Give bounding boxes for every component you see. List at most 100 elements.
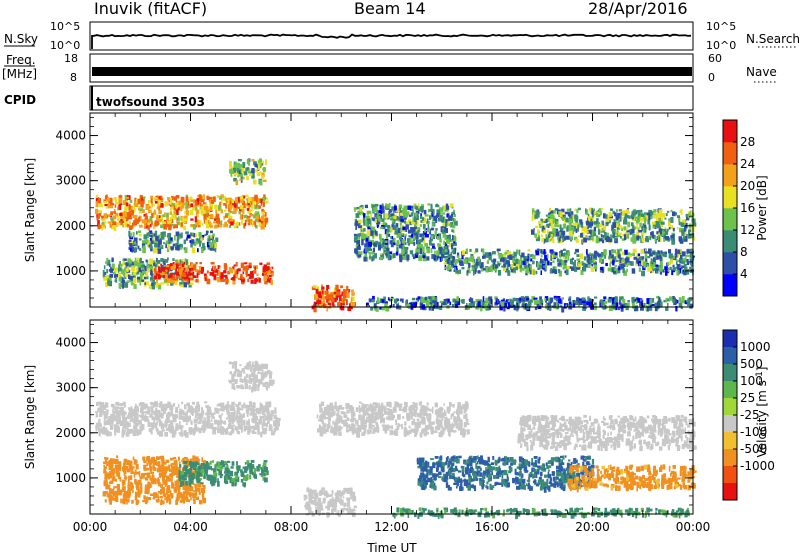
data-cell xyxy=(569,266,572,269)
data-cell xyxy=(139,257,142,264)
data-cell xyxy=(421,237,425,241)
data-cell xyxy=(150,431,153,435)
colorbar-tick-label: 16 xyxy=(740,201,755,215)
data-cell xyxy=(452,218,455,222)
data-cell xyxy=(586,209,589,215)
data-cell xyxy=(240,195,244,200)
data-cell xyxy=(179,243,181,250)
data-cell xyxy=(139,476,143,480)
data-cell xyxy=(197,404,201,410)
data-cell xyxy=(147,265,150,269)
data-cell xyxy=(677,215,680,218)
data-cell xyxy=(254,204,258,210)
data-cell xyxy=(110,463,114,468)
data-cell xyxy=(455,300,459,304)
data-cell xyxy=(254,196,258,203)
data-cell xyxy=(137,257,140,263)
data-cell xyxy=(477,270,480,274)
data-cell xyxy=(361,239,364,246)
data-cell xyxy=(340,285,343,289)
data-cell xyxy=(418,206,422,212)
data-cell xyxy=(605,306,608,310)
data-cell xyxy=(645,258,648,262)
data-cell xyxy=(548,207,551,212)
data-cell xyxy=(671,269,674,276)
data-cell xyxy=(420,213,422,219)
data-cell xyxy=(260,418,262,424)
data-cell xyxy=(359,251,363,255)
data-cell xyxy=(392,304,395,308)
data-cell xyxy=(235,414,237,421)
data-cell xyxy=(150,265,154,270)
data-cell xyxy=(429,240,432,246)
data-cell xyxy=(117,476,121,480)
data-cell xyxy=(185,422,188,426)
data-cell xyxy=(417,227,420,232)
data-cell xyxy=(160,244,162,248)
data-cell xyxy=(621,298,624,302)
data-cell xyxy=(233,264,238,267)
data-cell xyxy=(611,254,614,259)
data-cell xyxy=(488,301,491,305)
data-cell xyxy=(313,303,316,307)
data-cell xyxy=(108,415,113,422)
data-cell xyxy=(198,266,202,271)
data-cell xyxy=(597,228,600,233)
data-cell xyxy=(414,233,418,236)
data-cell xyxy=(139,272,143,277)
data-cell xyxy=(262,168,267,171)
data-cell xyxy=(370,220,372,226)
data-cell xyxy=(415,252,418,256)
data-cell xyxy=(123,258,127,261)
data-cell xyxy=(545,303,548,309)
data-cell xyxy=(127,500,130,503)
data-cell xyxy=(97,224,101,229)
data-cell xyxy=(383,213,387,220)
data-cell xyxy=(238,277,240,281)
data-cell xyxy=(158,199,161,206)
data-cell xyxy=(237,159,242,162)
data-cell xyxy=(269,413,273,417)
data-cell xyxy=(549,210,554,214)
data-cell xyxy=(672,296,675,302)
data-cell xyxy=(217,269,219,274)
data-cell xyxy=(144,215,149,219)
data-cell xyxy=(594,210,597,215)
data-cell xyxy=(262,214,266,217)
data-cell xyxy=(106,409,109,415)
data-cell xyxy=(401,248,405,254)
data-cell xyxy=(210,230,213,234)
data-cell xyxy=(561,297,564,300)
data-cell xyxy=(468,303,472,308)
data-cell xyxy=(205,223,209,229)
data-cell xyxy=(176,479,180,485)
data-cell xyxy=(203,417,207,420)
data-cell xyxy=(369,239,374,244)
data-cell xyxy=(501,265,503,268)
data-cell xyxy=(405,228,408,232)
data-cell xyxy=(179,421,181,426)
data-cell xyxy=(95,197,100,202)
data-cell xyxy=(137,263,141,268)
data-cell xyxy=(650,270,652,274)
data-cell xyxy=(178,262,181,266)
data-cell xyxy=(664,266,668,270)
data-cell xyxy=(471,301,475,308)
data-cell xyxy=(655,255,659,260)
date-title: 28/Apr/2016 xyxy=(588,0,688,18)
data-cell xyxy=(684,266,688,269)
data-cell xyxy=(223,198,226,201)
data-cell xyxy=(175,202,179,209)
data-cell xyxy=(563,219,566,223)
data-cell xyxy=(642,227,645,232)
data-cell xyxy=(540,249,543,254)
data-cell xyxy=(242,419,246,426)
data-cell xyxy=(257,371,261,374)
data-cell xyxy=(189,209,194,215)
data-cell xyxy=(437,243,442,248)
data-cell xyxy=(104,402,109,408)
data-cell xyxy=(113,485,115,490)
data-cell xyxy=(670,217,674,223)
data-cell xyxy=(157,477,160,482)
data-cell xyxy=(661,218,663,224)
